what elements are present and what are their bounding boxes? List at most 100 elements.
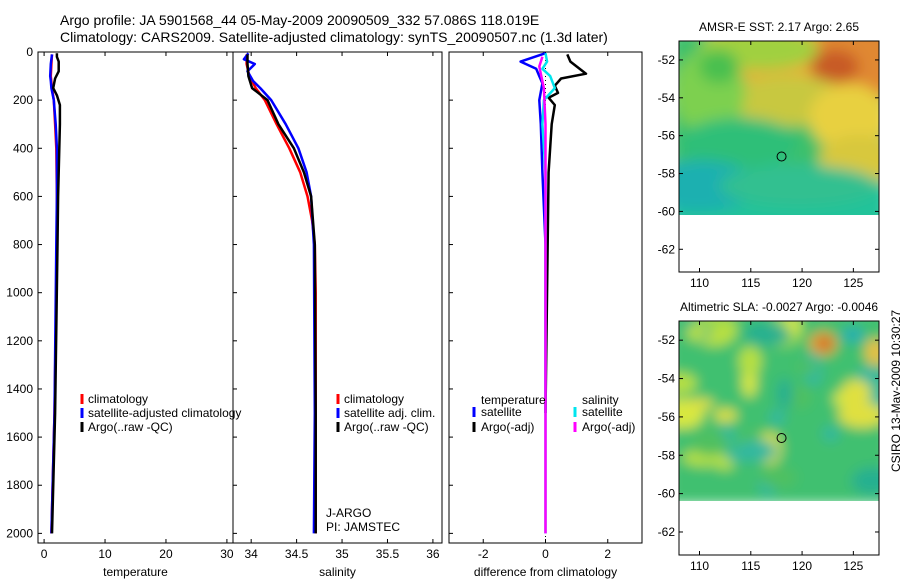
sst_map-xtick-label: 120 [792,276,812,290]
temperature-xtick-label: 30 [220,547,234,561]
depth-tick-label: 1600 [6,430,33,444]
difference-panel: -2 0 2 difference from climatology temperatu… [448,51,643,579]
legend-entry: Argo(-adj) [481,420,534,434]
legend-group-label: salinity [582,393,619,407]
sst-blob [809,83,879,152]
sla-blob [769,409,786,426]
credit-label: CSIRO 13-May-2009 10:30:27 [889,309,900,472]
salinity-xtick-label: 36 [426,547,440,561]
sst-blob [679,117,799,169]
sst_map-title: AMSR-E SST: 2.17 Argo: 2.65 [699,20,859,34]
sla-blob [686,324,705,342]
depth-tick-label: 200 [13,93,33,107]
depth-tick-label: 800 [13,238,33,252]
series-line-argo-raw-qc- [50,53,62,534]
salinity-xtick-label: 34 [244,547,258,561]
legend-entry: climatology [88,392,148,406]
sla_map-axes-box [678,320,880,556]
sla_map-panel: Altimetric SLA: -0.0027 Argo: -0.0046 110… [658,300,880,573]
sst_map-ytick-label: -58 [658,167,676,181]
legend-entry: satellite [582,405,623,419]
legend-entry: climatology [344,392,404,406]
sla_map-xtick-label: 115 [741,559,760,573]
depth-tick-label: 1000 [6,286,33,300]
salinity-xtick-label: 35.5 [376,547,400,561]
depth-tick-label: 1800 [6,478,33,492]
sla-blob [715,458,735,470]
legend-entry: satellite adj. clim. [344,406,435,420]
chart-title-line1: Argo profile: JA 5901568_44 05-May-2009 … [60,12,540,28]
sst-blob [811,49,859,84]
depth-tick-label: 1200 [6,334,33,348]
sla_map-xtick-label: 125 [843,559,863,573]
legend-entry: satellite-adjusted climatology [88,406,241,420]
sla-blob [794,361,820,374]
series-line-temperature-satellite [519,52,547,413]
salinity-xtick-label: 34.5 [285,547,309,561]
temperature-xlabel: temperature [103,565,168,579]
sla_map-ytick-label: -60 [658,487,676,501]
sla-blob [738,346,762,376]
sla-blob [687,398,715,409]
series-line-argo-raw-qc- [246,54,317,534]
sst-blob [699,49,739,84]
salinity-axes-box [232,51,443,544]
temperature-xtick-label: 20 [159,547,173,561]
sla-blob [786,385,812,409]
depth-tick-label: 1400 [6,382,33,396]
salinity-xtick-label: 35 [335,547,349,561]
sla_map-ytick-label: -58 [658,448,676,462]
sla-blob [760,466,797,488]
depth-tick-label: 600 [13,189,33,203]
sst_map-ytick-label: -60 [658,204,676,218]
legend-entry: Argo(-adj) [582,420,635,434]
depth-tick-label: 400 [13,141,33,155]
sst_map-ytick-label: -52 [658,53,676,67]
difference-xtick-label: 0 [542,547,549,561]
sst_map-xtick-label: 115 [741,276,760,290]
salinity-panel: 34 34.5 35 35.5 36 salinity climatologysatelli… [232,51,443,579]
sla-blob [776,377,793,410]
difference-xtick-label: -2 [478,547,489,561]
sla_map-ytick-label: -56 [658,410,676,424]
sla_map-ytick-label: -54 [658,372,676,386]
sla-blob [838,402,879,428]
sla_map-ytick-label: -62 [658,525,676,539]
sst_map-ytick-label: -56 [658,129,676,143]
sla-blob [841,326,865,343]
sla-blob [694,321,730,328]
legend-entry: Argo(..raw -QC) [344,420,429,434]
temperature-axes-box [37,51,234,544]
sla_map-field-blur [679,321,879,501]
sst_map-field [679,41,879,215]
temperature-panel: 0 10 20 30 temperature 0 200 400 600 800 1000 1200 1… [6,45,241,579]
argo-float-marker [776,433,787,443]
sla-blob [743,322,791,346]
annotation-label: J-ARGO [326,506,371,520]
sla_map-xtick-label: 110 [690,559,709,573]
sla-blob [851,467,879,495]
sla_map-field [679,321,879,501]
sst_map-xtick-label: 125 [843,276,863,290]
difference-xtick-label: 2 [604,547,611,561]
legend-entry: Argo(..raw -QC) [88,420,173,434]
sla-blob [819,337,831,350]
depth-tick-label: 0 [26,45,33,59]
chart-title-line2: Climatology: CARS2009. Satellite-adjuste… [60,29,608,45]
sst_map-field-blur [679,41,879,215]
annotation-label: PI: JAMSTEC [326,520,400,534]
sst_map-axes-box [678,40,880,273]
sst_map-ytick-label: -62 [658,242,676,256]
argo-float-marker [776,151,787,162]
salinity-xlabel: salinity [319,565,356,579]
sla-blob [841,379,872,407]
series-line-salinity-argo-adj- [538,56,547,534]
legend-entry: satellite [481,405,522,419]
sst-blob [719,165,879,207]
depth-tick-label: 2000 [6,526,33,540]
difference-xlabel: difference from climatology [474,565,617,579]
temperature-xtick-label: 0 [41,547,48,561]
sla_map-ytick-label: -52 [658,333,676,347]
sst_map-xtick-label: 110 [690,276,709,290]
